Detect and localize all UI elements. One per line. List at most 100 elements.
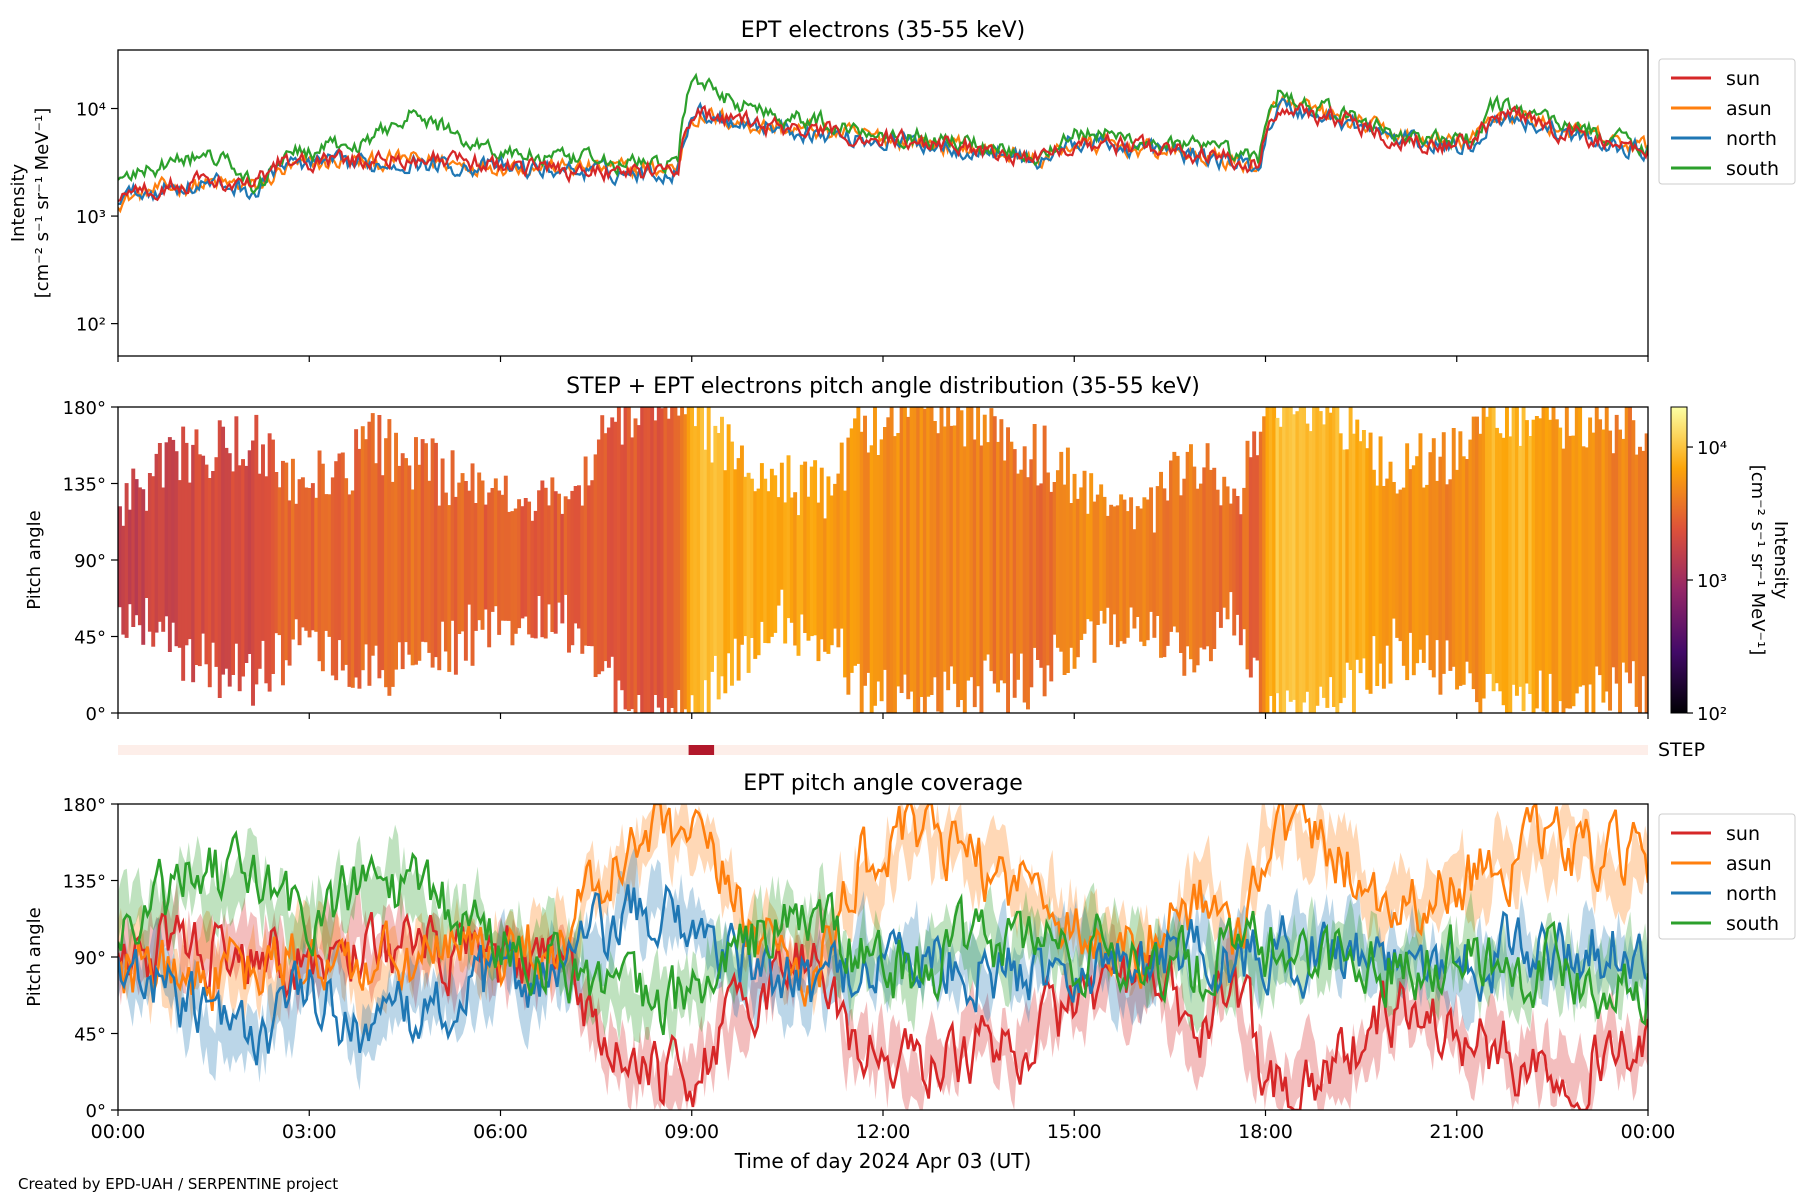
ytick-label: 0° (86, 704, 106, 725)
heatmap-column (327, 494, 332, 637)
heatmap-column (503, 475, 508, 621)
ytick-label: 10³ (76, 207, 106, 228)
heatmap-column (613, 421, 618, 713)
colorbar-units: [cm⁻² s⁻¹ sr⁻¹ MeV⁻¹] (1747, 465, 1768, 656)
heatmap-column (942, 426, 947, 672)
heatmap-column (144, 510, 149, 598)
heatmap-column (241, 459, 245, 677)
heatmap-column (397, 465, 402, 643)
heatmap-column (257, 473, 262, 669)
heatmap-column (1002, 460, 1007, 684)
heatmap-column (1335, 407, 1340, 713)
heatmap-column (304, 487, 309, 631)
series-line-north (118, 97, 1648, 206)
xtick-label: 21:00 (1429, 1121, 1484, 1143)
heatmap-column (1285, 407, 1290, 691)
heatmap-column (131, 468, 136, 627)
heatmap-column (297, 479, 302, 646)
heatmap-column (1355, 419, 1360, 660)
heatmap-column (390, 481, 395, 687)
heatmap-column (1491, 407, 1496, 692)
heatmap-column (1531, 419, 1536, 713)
heatmap-column (493, 478, 498, 607)
heatmap-column (370, 413, 375, 656)
heatmap-column (1292, 414, 1297, 700)
panel4-yticks: 0° 45° 90° 135° 180° (63, 795, 118, 1122)
coverage-line-sun (118, 911, 1648, 1110)
heatmap-column (803, 461, 808, 633)
heatmap-column (221, 426, 226, 675)
heatmap-column (520, 506, 525, 619)
legend-label-north: north (1726, 128, 1777, 150)
heatmap-column (1421, 487, 1426, 663)
heatmap-column (1162, 488, 1167, 658)
heatmap-column (610, 417, 615, 657)
heatmap-column (1169, 460, 1173, 632)
heatmap-column (477, 472, 482, 621)
heatmap-column (1082, 470, 1087, 634)
heatmap-column (962, 446, 967, 713)
heatmap-column (1302, 407, 1307, 703)
heatmap-column (966, 407, 971, 681)
ytick-label: 135° (63, 872, 106, 893)
heatmap-column (603, 433, 608, 662)
heatmap-column (1604, 407, 1609, 692)
heatmap-column (271, 439, 275, 674)
heatmap-column (873, 407, 877, 706)
heatmap-column (1149, 487, 1154, 612)
heatmap-column (134, 479, 139, 616)
heatmap-column (377, 415, 382, 679)
heatmap-column (274, 472, 279, 634)
heatmap-column (137, 487, 142, 626)
heatmap-column (537, 490, 542, 596)
heatmap-column (1235, 496, 1240, 615)
heatmap-column (1594, 407, 1599, 667)
heatmap-column (1189, 444, 1193, 660)
ytick-label: 10² (76, 315, 106, 336)
heatmap-column (1192, 466, 1197, 673)
heatmap-column (853, 418, 857, 666)
heatmap-column (813, 460, 818, 636)
heatmap-column (1272, 407, 1277, 713)
heatmap-column (557, 493, 561, 603)
heatmap-column (979, 445, 984, 713)
heatmap-column (986, 442, 991, 655)
legend-label-asun: asun (1726, 98, 1772, 120)
heatmap-column (1085, 513, 1090, 620)
panel4-xticks: 00:00 03:00 06:00 09:00 12:00 15:00 18:00 21:00… (91, 1110, 1675, 1143)
heatmap-column (1471, 416, 1476, 690)
heatmap-column (1564, 407, 1569, 709)
heatmap-column (623, 407, 628, 710)
heatmap-column (1504, 407, 1509, 713)
heatmap-column (856, 407, 861, 664)
heatmap-column (1016, 473, 1020, 680)
heatmap-column (1458, 431, 1463, 686)
panel4-title: EPT pitch angle coverage (743, 771, 1023, 796)
heatmap-column (1288, 407, 1293, 702)
heatmap-column (1026, 477, 1030, 710)
heatmap-column (586, 485, 591, 646)
heatmap-column (749, 478, 754, 638)
heatmap-column (992, 416, 997, 684)
heatmap-column (1468, 439, 1473, 674)
heatmap-column (457, 482, 462, 634)
heatmap-column (337, 453, 342, 641)
heatmap-column (656, 407, 661, 708)
heatmap-column (1518, 445, 1523, 687)
heatmap-column (646, 407, 651, 713)
heatmap-column (287, 500, 292, 666)
colorbar-ticks: 10² 10³ 10⁴ (1687, 438, 1727, 725)
heatmap-column (1238, 514, 1243, 646)
heatmap-column (1561, 448, 1566, 713)
series-line-sun (118, 102, 1648, 203)
heatmap-column (773, 475, 778, 633)
heatmap-column (437, 505, 442, 671)
heatmap-column (517, 499, 522, 629)
heatmap-column (726, 424, 731, 654)
legend-box (1658, 813, 1796, 940)
heatmap-column (916, 407, 921, 713)
heatmap-column (746, 472, 751, 673)
heatmap-column (799, 464, 804, 615)
heatmap-column (863, 415, 867, 686)
xtick-label: 06:00 (473, 1121, 528, 1143)
